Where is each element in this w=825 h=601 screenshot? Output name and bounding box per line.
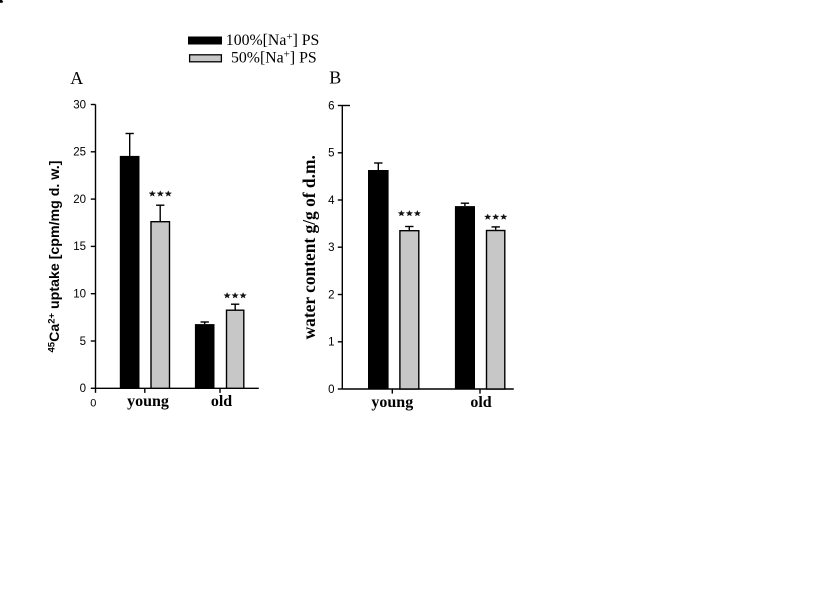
svg-text:100%[Na+] PS: 100%[Na+] PS [226, 31, 320, 49]
svg-text:5: 5 [328, 148, 334, 160]
svg-text:20: 20 [73, 194, 86, 206]
svg-text:45Ca2+ uptake [cpm/mg d. w.]: 45Ca2+ uptake [cpm/mg d. w.] [47, 161, 64, 353]
svg-text:2: 2 [328, 289, 334, 301]
svg-text:3: 3 [328, 242, 334, 254]
svg-text:old: old [470, 394, 491, 411]
svg-text:young: young [371, 394, 413, 411]
svg-text:50%[Na+] PS: 50%[Na+] PS [231, 48, 317, 66]
svg-text:5: 5 [80, 336, 86, 348]
svg-text:0: 0 [328, 384, 334, 396]
svg-text:old: old [211, 393, 232, 410]
svg-text:30: 30 [73, 99, 86, 111]
svg-text:0: 0 [80, 383, 86, 395]
svg-text:25: 25 [73, 147, 86, 159]
svg-text:1: 1 [328, 337, 334, 349]
svg-text:water content g/g of d.m.: water content g/g of d.m. [299, 155, 319, 339]
svg-text:10: 10 [73, 289, 86, 301]
svg-text:young: young [127, 393, 169, 410]
svg-text:4: 4 [328, 195, 335, 207]
svg-text:A: A [70, 68, 83, 88]
svg-text:B: B [329, 68, 341, 88]
svg-text:0: 0 [90, 398, 96, 410]
svg-text:6: 6 [328, 100, 334, 112]
svg-text:15: 15 [73, 241, 86, 253]
